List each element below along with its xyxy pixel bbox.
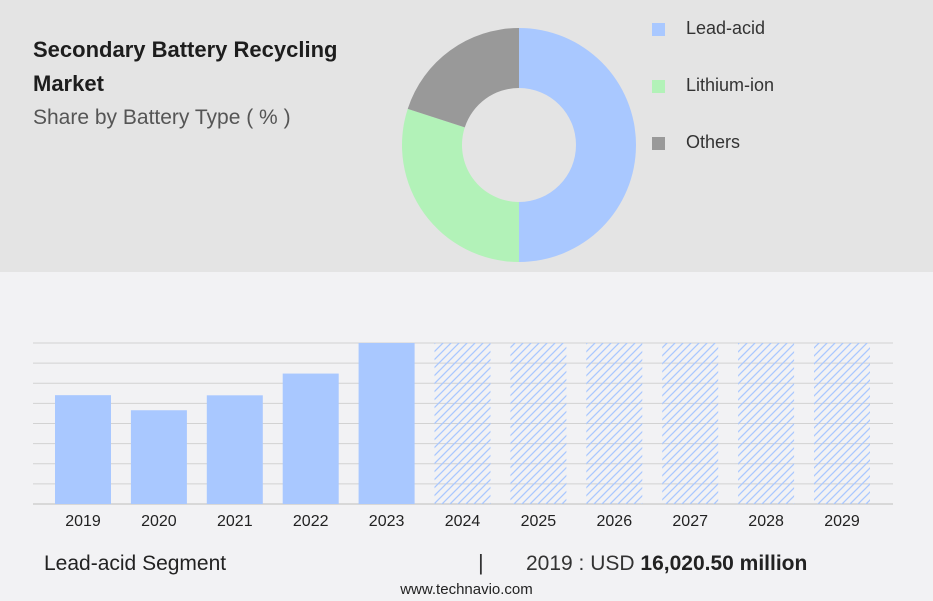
forecast-bar-2026[interactable] [586,343,643,504]
bar-2019[interactable] [55,395,111,504]
x-tick-label: 2019 [65,513,101,530]
legend-swatch [652,23,665,36]
legend-label: Lithium-ion [686,75,775,95]
footer-value-amount: 16,020.50 million [640,552,808,575]
donut-slice-lithium-ion[interactable] [402,108,519,263]
forecast-bar-2029[interactable] [814,343,870,504]
donut-slice-others[interactable] [407,28,519,128]
footer-segment-label: Lead-acid Segment [44,552,227,575]
forecast-bar-2024[interactable] [434,343,491,504]
x-tick-label: 2029 [824,513,860,530]
legend-label: Others [686,132,741,152]
x-tick-label: 2020 [141,513,177,530]
footer-value: 2019 : USD 16,020.50 million [526,550,807,578]
bar-2020[interactable] [130,410,187,504]
forecast-bar-2027[interactable] [662,343,719,504]
legend-label: Lead-acid [686,18,766,38]
bar-2022[interactable] [282,373,339,504]
x-tick-label: 2026 [597,513,633,530]
forecast-bar-2028[interactable] [738,343,795,504]
x-tick-label: 2027 [672,513,708,530]
legend-swatch [652,80,665,93]
footer-divider: | [478,550,484,575]
bar-2023[interactable] [358,343,415,504]
chart-subtitle: Share by Battery Type ( % ) [33,106,291,129]
donut-slice-lead-acid[interactable] [519,28,636,262]
x-tick-label: 2022 [293,513,329,530]
chart-title: Secondary Battery Recycling Market [33,37,338,96]
x-tick-label: 2021 [217,513,253,530]
x-tick-label: 2023 [369,513,405,530]
footer-year-label: 2019 : USD [526,552,635,575]
forecast-bar-2025[interactable] [510,343,567,504]
donut-chart [402,28,636,263]
x-tick-label: 2025 [521,513,557,530]
bar-chart: 2019 2020 2021 2022 2023 2024 2025 2026 2027 2028… [33,342,893,530]
bar-2021[interactable] [206,395,263,504]
legend-swatch [652,137,665,150]
x-tick-label: 2024 [445,513,481,530]
source-credit[interactable]: www.technavio.com [400,581,533,598]
x-tick-label: 2028 [748,513,784,530]
